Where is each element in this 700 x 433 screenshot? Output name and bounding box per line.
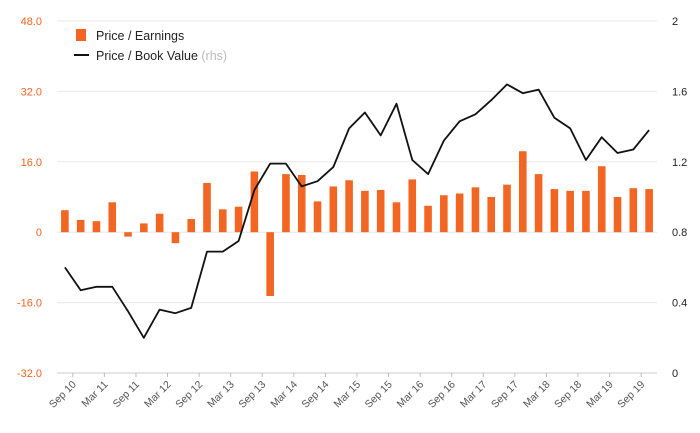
- legend-swatch-price-earnings: [76, 29, 86, 41]
- bar-pe-20: [376, 189, 385, 233]
- bar-pe-3: [108, 202, 117, 233]
- x-tick-label: Sep 11: [111, 379, 143, 411]
- bar-pe-1: [76, 219, 85, 233]
- bar-pe-21: [392, 202, 401, 233]
- bar-pe-6: [155, 213, 164, 233]
- right-tick-label: 1.6: [672, 86, 687, 98]
- bar-pe-35: [613, 197, 622, 233]
- bar-pe-2: [92, 221, 101, 233]
- bar-pe-11: [234, 206, 243, 233]
- x-tick-label: Sep 19: [615, 379, 647, 411]
- left-axis: -32.0 -16.0 0 16.0 32.0 48.0: [17, 16, 42, 380]
- x-tick-label: Sep 15: [363, 379, 395, 411]
- bar-pe-24: [440, 195, 448, 233]
- x-tick-label: Sep 10: [47, 379, 79, 411]
- bar-pe-7: [171, 232, 180, 244]
- line-series-price-book-value: [64, 83, 650, 339]
- x-axis: Sep 10 Mar 11 Sep 11 Mar 12 Sep 12 Mar 13 Sep …: [47, 372, 657, 411]
- bar-pe-27: [487, 197, 495, 233]
- left-tick-label: 32.0: [21, 86, 42, 98]
- right-tick-label: 0: [672, 368, 678, 380]
- legend-label-price-earnings: Price / Earnings: [96, 29, 184, 43]
- x-tick-label: Sep 13: [236, 379, 268, 411]
- bar-pe-19: [361, 190, 369, 233]
- bar-series-price-earnings: [61, 151, 653, 296]
- x-tick-label: Mar 12: [142, 379, 174, 411]
- left-tick-label: 48.0: [21, 16, 42, 28]
- x-tick-label: Mar 11: [79, 379, 110, 410]
- right-tick-label: 2: [672, 16, 678, 28]
- bar-pe-23: [424, 205, 432, 233]
- line-pbv: [64, 83, 650, 339]
- x-tick-label: Mar 14: [268, 379, 300, 411]
- bar-pe-25: [455, 193, 464, 233]
- bar-pe-13: [266, 232, 274, 296]
- x-tick-label: Sep 18: [552, 379, 584, 411]
- x-tick-label: Mar 19: [584, 379, 616, 411]
- bar-pe-28: [503, 184, 511, 233]
- bar-pe-30: [534, 174, 543, 233]
- x-tick-label: Mar 13: [205, 379, 237, 411]
- bar-pe-18: [345, 180, 353, 233]
- bar-pe-14: [282, 174, 290, 233]
- bar-pe-26: [471, 187, 480, 233]
- bar-pe-22: [408, 179, 417, 233]
- left-tick-label: -16.0: [17, 298, 42, 310]
- left-tick-label: 0: [36, 227, 42, 239]
- bar-pe-10: [219, 209, 227, 233]
- legend: Price / Earnings Price / Book Value (rhs…: [74, 29, 227, 63]
- bar-pe-8: [187, 219, 195, 233]
- right-tick-label: 0.8: [672, 227, 687, 239]
- x-tick-label: Mar 16: [395, 379, 427, 411]
- bar-pe-29: [519, 151, 527, 233]
- right-axis: 0 0.4 0.8 1.2 1.6 2: [672, 16, 687, 380]
- bar-pe-17: [329, 186, 338, 233]
- right-tick-label: 0.4: [672, 298, 687, 310]
- legend-suffix-rhs: (rhs): [201, 49, 227, 63]
- legend-label-price-book-value-text: Price / Book Value: [96, 49, 198, 63]
- x-tick-label: Sep 16: [426, 379, 458, 411]
- right-tick-label: 1.2: [672, 157, 687, 169]
- bar-pe-16: [313, 201, 322, 233]
- bar-pe-9: [203, 182, 211, 233]
- bar-pe-4: [124, 232, 132, 237]
- x-tick-label: Sep 12: [173, 379, 205, 411]
- x-tick-label: Sep 14: [300, 379, 332, 411]
- left-tick-label: 16.0: [21, 157, 42, 169]
- bar-pe-33: [582, 190, 590, 233]
- bar-pe-36: [629, 188, 638, 233]
- bar-pe-34: [597, 166, 606, 233]
- x-tick-label: Sep 17: [489, 379, 521, 411]
- bar-pe-12: [250, 171, 259, 233]
- bar-pe-37: [645, 189, 653, 233]
- x-tick-label: Mar 15: [332, 379, 364, 411]
- bar-pe-0: [61, 210, 69, 233]
- bar-pe-32: [566, 190, 574, 233]
- bar-pe-5: [140, 223, 148, 233]
- x-tick-label: Mar 17: [458, 379, 490, 411]
- bar-pe-31: [550, 189, 559, 233]
- legend-label-price-book-value: Price / Book Value (rhs): [96, 49, 227, 63]
- bar-pe-15: [297, 175, 306, 233]
- x-tick-label: Mar 18: [521, 379, 553, 411]
- left-tick-label: -32.0: [17, 368, 42, 380]
